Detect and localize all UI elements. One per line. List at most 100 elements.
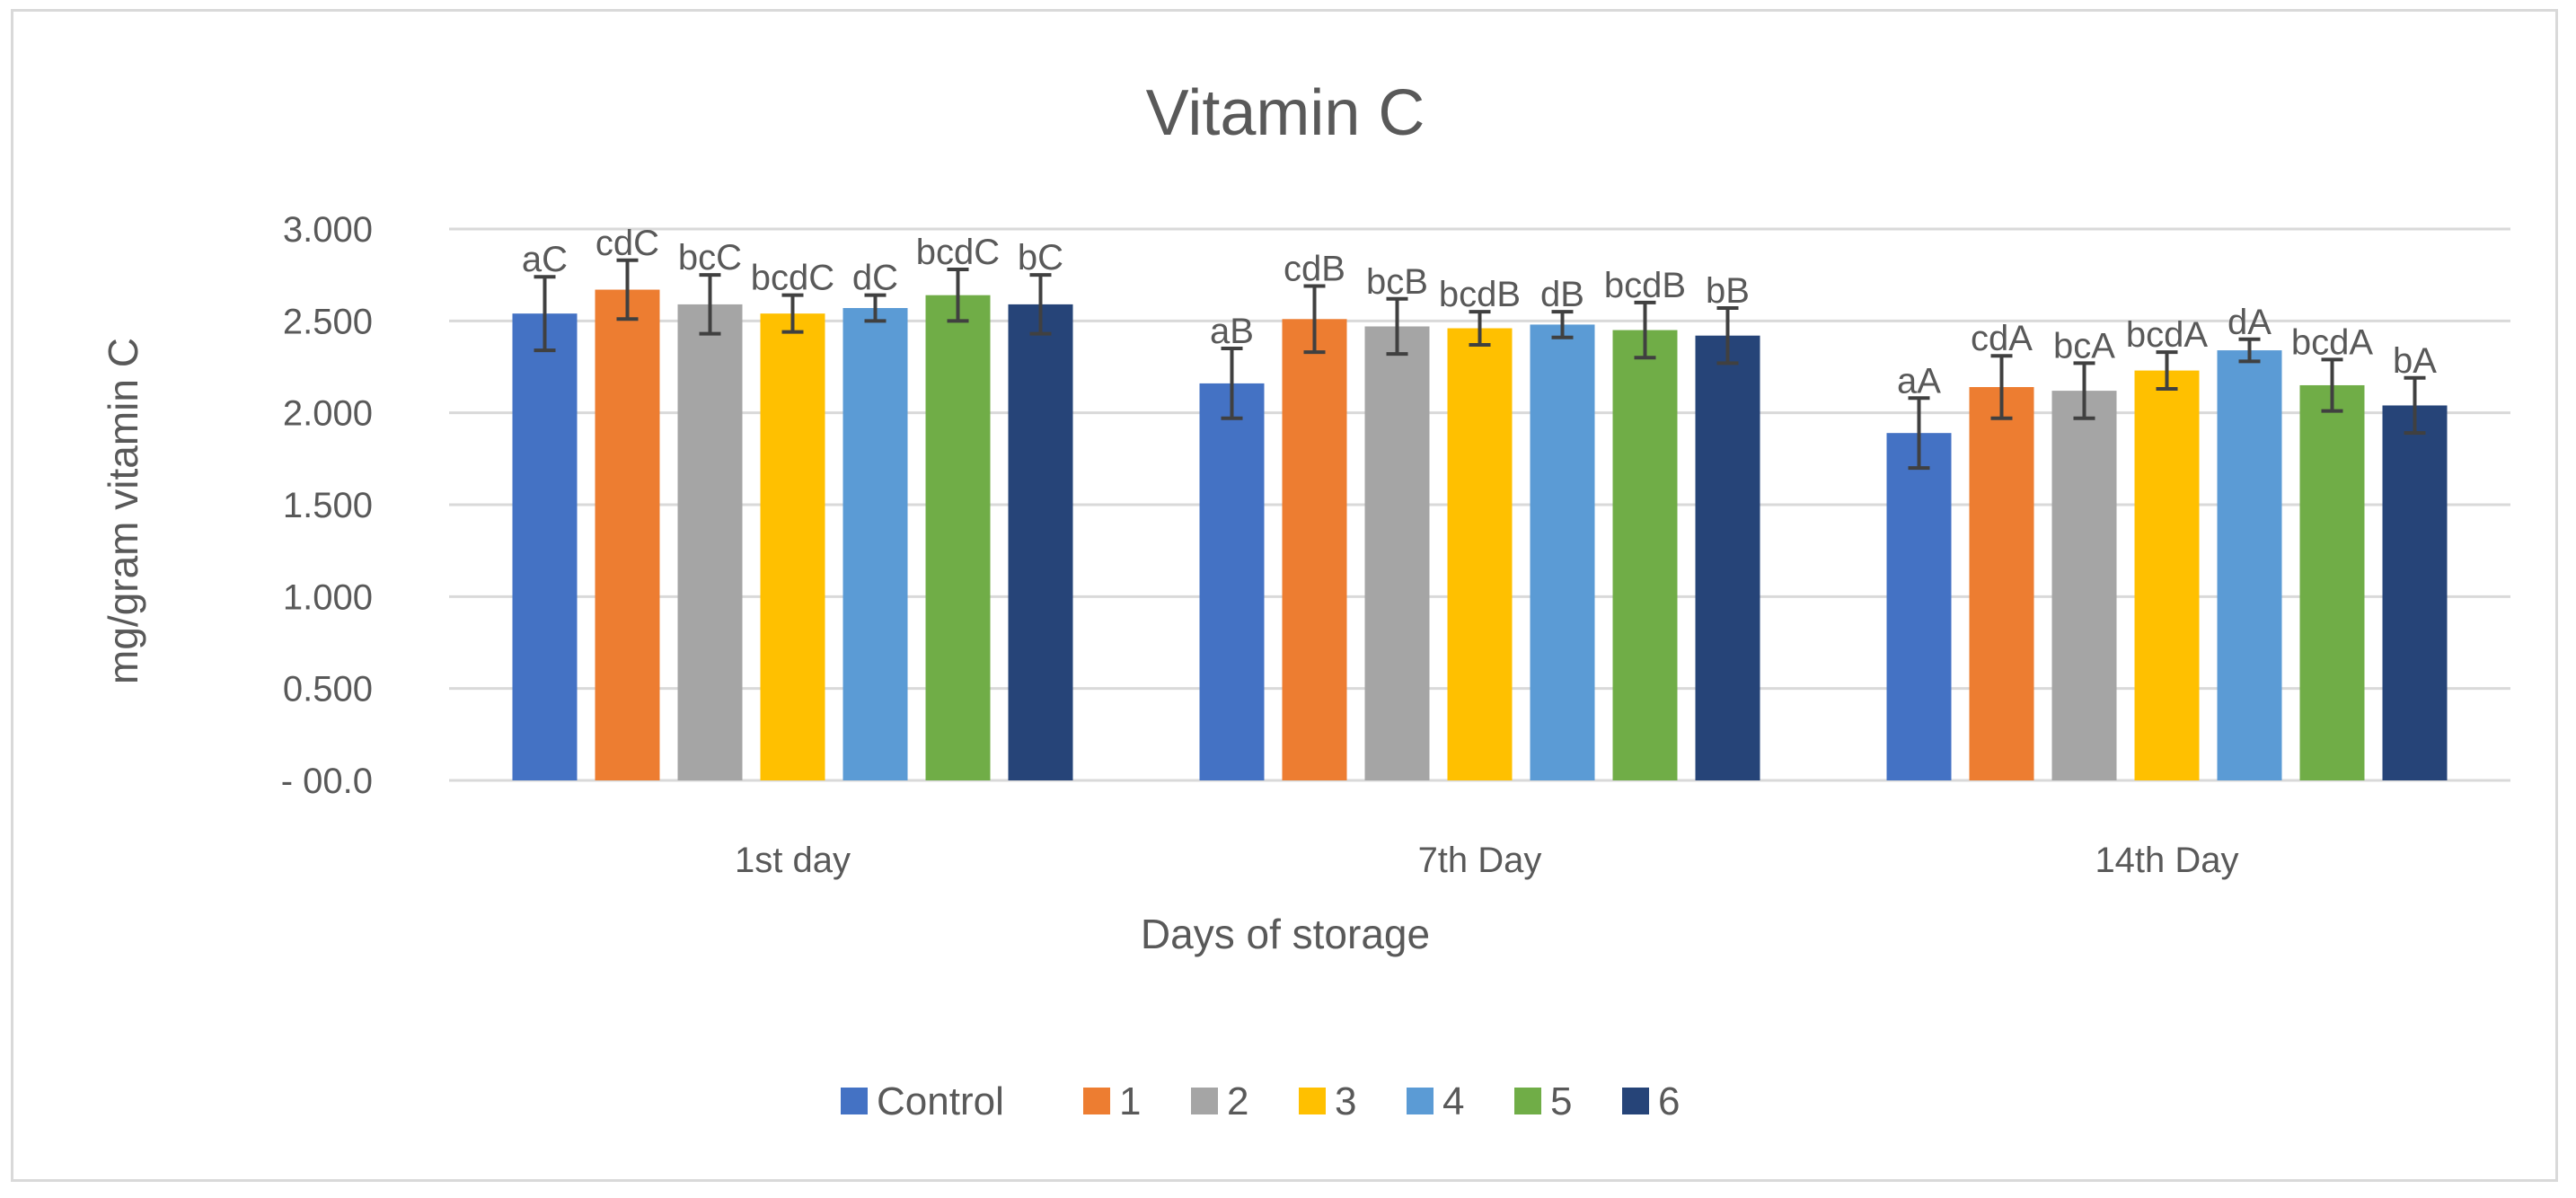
significance-label: dA <box>2228 303 2272 342</box>
chart-frame: Vitamin C - 00.0 0.500 1.000 1.500 2.000 2.50… <box>11 9 2558 1182</box>
bar <box>2051 391 2117 780</box>
error-bar <box>2156 350 2178 392</box>
error-bar <box>1029 273 1052 336</box>
legend-item: 2 <box>1191 1079 1248 1123</box>
y-tick-label: 2.500 <box>283 302 373 341</box>
error-bars <box>534 258 2426 471</box>
y-tick-label: 0.500 <box>283 670 373 709</box>
error-bar <box>699 273 721 336</box>
error-bar <box>2404 375 2426 436</box>
bar <box>2382 405 2448 780</box>
legend-label: 2 <box>1227 1079 1248 1123</box>
error-bar <box>1634 300 1656 360</box>
bar <box>2299 384 2365 780</box>
significance-label: bcdC <box>916 233 1000 272</box>
bars <box>512 289 2448 781</box>
significance-label: bA <box>2393 341 2437 381</box>
bar <box>1969 387 2034 780</box>
error-bar <box>2073 361 2095 420</box>
y-tick-label: 1.000 <box>283 577 373 617</box>
legend-label: 6 <box>1658 1079 1680 1123</box>
legend-label: 3 <box>1335 1079 1356 1123</box>
legend-item: 6 <box>1622 1079 1680 1123</box>
error-bar <box>2321 357 2343 413</box>
legend: Control 1 2 3 4 5 6 <box>841 1079 1680 1123</box>
error-bar <box>1386 296 1408 357</box>
legend-swatch <box>1622 1088 1649 1114</box>
significance-label: bcB <box>1366 262 1428 302</box>
significance-label: bcdA <box>2291 322 2373 362</box>
error-bar <box>947 268 969 323</box>
y-axis-title: mg/gram vitamin C <box>100 338 146 684</box>
bar <box>595 289 660 780</box>
bar <box>677 304 743 780</box>
legend-label: 1 <box>1119 1079 1141 1123</box>
bar <box>512 313 578 780</box>
significance-label: aB <box>1210 312 1254 351</box>
legend-swatch <box>1514 1088 1541 1114</box>
legend-swatch <box>1299 1088 1326 1114</box>
error-bar <box>534 275 556 353</box>
y-tick-label: 3.000 <box>283 210 373 250</box>
x-category-label: 1st day <box>735 841 851 880</box>
significance-label: aC <box>522 240 568 279</box>
x-axis-title: Days of storage <box>1141 911 1430 957</box>
legend-swatch <box>1083 1088 1110 1114</box>
significance-label: bcdA <box>2126 315 2208 355</box>
legend-item: 1 <box>1083 1079 1141 1123</box>
significance-label: dC <box>852 259 898 298</box>
chart-title: Vitamin C <box>1146 77 1425 149</box>
legend-swatch <box>841 1088 868 1114</box>
x-axis-categories: 1st day 7th Day 14th Day <box>735 841 2239 880</box>
bar <box>925 295 991 780</box>
y-tick-label: 2.000 <box>283 394 373 434</box>
vitamin-c-chart: Vitamin C - 00.0 0.500 1.000 1.500 2.000 2.50… <box>100 77 2510 1123</box>
error-bar <box>864 293 887 323</box>
y-tick-label: 1.500 <box>283 486 373 525</box>
error-bar <box>1716 306 1739 366</box>
x-category-label: 7th Day <box>1418 841 1542 880</box>
significance-label: bcdC <box>751 259 834 298</box>
bar <box>760 313 825 780</box>
significance-label: bcdB <box>1439 275 1521 314</box>
error-bar <box>1990 354 2013 420</box>
significance-label: bB <box>1706 271 1750 311</box>
legend-item: 4 <box>1407 1079 1464 1123</box>
legend-label: 4 <box>1442 1079 1464 1123</box>
legend-item: Control <box>841 1079 1004 1123</box>
legend-label: Control <box>877 1079 1004 1123</box>
bar <box>1282 319 1347 781</box>
legend-item: 3 <box>1299 1079 1356 1123</box>
significance-label: cdC <box>595 224 659 263</box>
bar <box>1530 324 1595 780</box>
bar <box>1447 328 1513 780</box>
x-category-label: 14th Day <box>2095 841 2238 880</box>
significance-label: cdA <box>1971 319 2033 358</box>
legend-swatch <box>1191 1088 1218 1114</box>
bar <box>842 308 908 780</box>
bar <box>1612 330 1678 780</box>
significance-label: dB <box>1540 275 1584 314</box>
legend-label: 5 <box>1550 1079 1572 1123</box>
significance-label: bcdB <box>1604 266 1686 305</box>
bar <box>1695 335 1760 780</box>
error-bar <box>616 258 639 322</box>
y-tick-label: - 00.0 <box>281 762 373 801</box>
bar <box>2217 350 2282 780</box>
bar <box>1364 326 1430 780</box>
error-bar <box>1303 284 1326 355</box>
error-bar <box>1221 347 1243 420</box>
significance-label: cdB <box>1284 249 1345 288</box>
y-axis-ticks: - 00.0 0.500 1.000 1.500 2.000 2.500 3.000 <box>281 210 373 801</box>
error-bar <box>1908 396 1930 471</box>
legend-item: 5 <box>1514 1079 1572 1123</box>
error-bar <box>781 293 804 334</box>
bar <box>1008 304 1073 780</box>
legend-swatch <box>1407 1088 1434 1114</box>
error-bar <box>1469 310 1491 347</box>
bar <box>2134 370 2200 780</box>
error-bar <box>1551 310 1574 339</box>
significance-label: bcC <box>678 238 742 277</box>
significance-label: bC <box>1018 238 1063 277</box>
bar <box>1886 433 1952 780</box>
